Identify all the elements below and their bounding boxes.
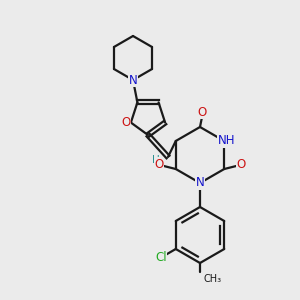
Text: N: N xyxy=(196,176,204,190)
Text: O: O xyxy=(197,106,207,118)
Text: N: N xyxy=(129,74,137,86)
Text: NH: NH xyxy=(218,134,235,148)
Text: O: O xyxy=(121,116,130,129)
Text: O: O xyxy=(154,158,164,170)
Text: O: O xyxy=(237,158,246,170)
Text: H: H xyxy=(152,155,160,165)
Text: Cl: Cl xyxy=(155,251,167,264)
Text: CH₃: CH₃ xyxy=(203,274,221,284)
